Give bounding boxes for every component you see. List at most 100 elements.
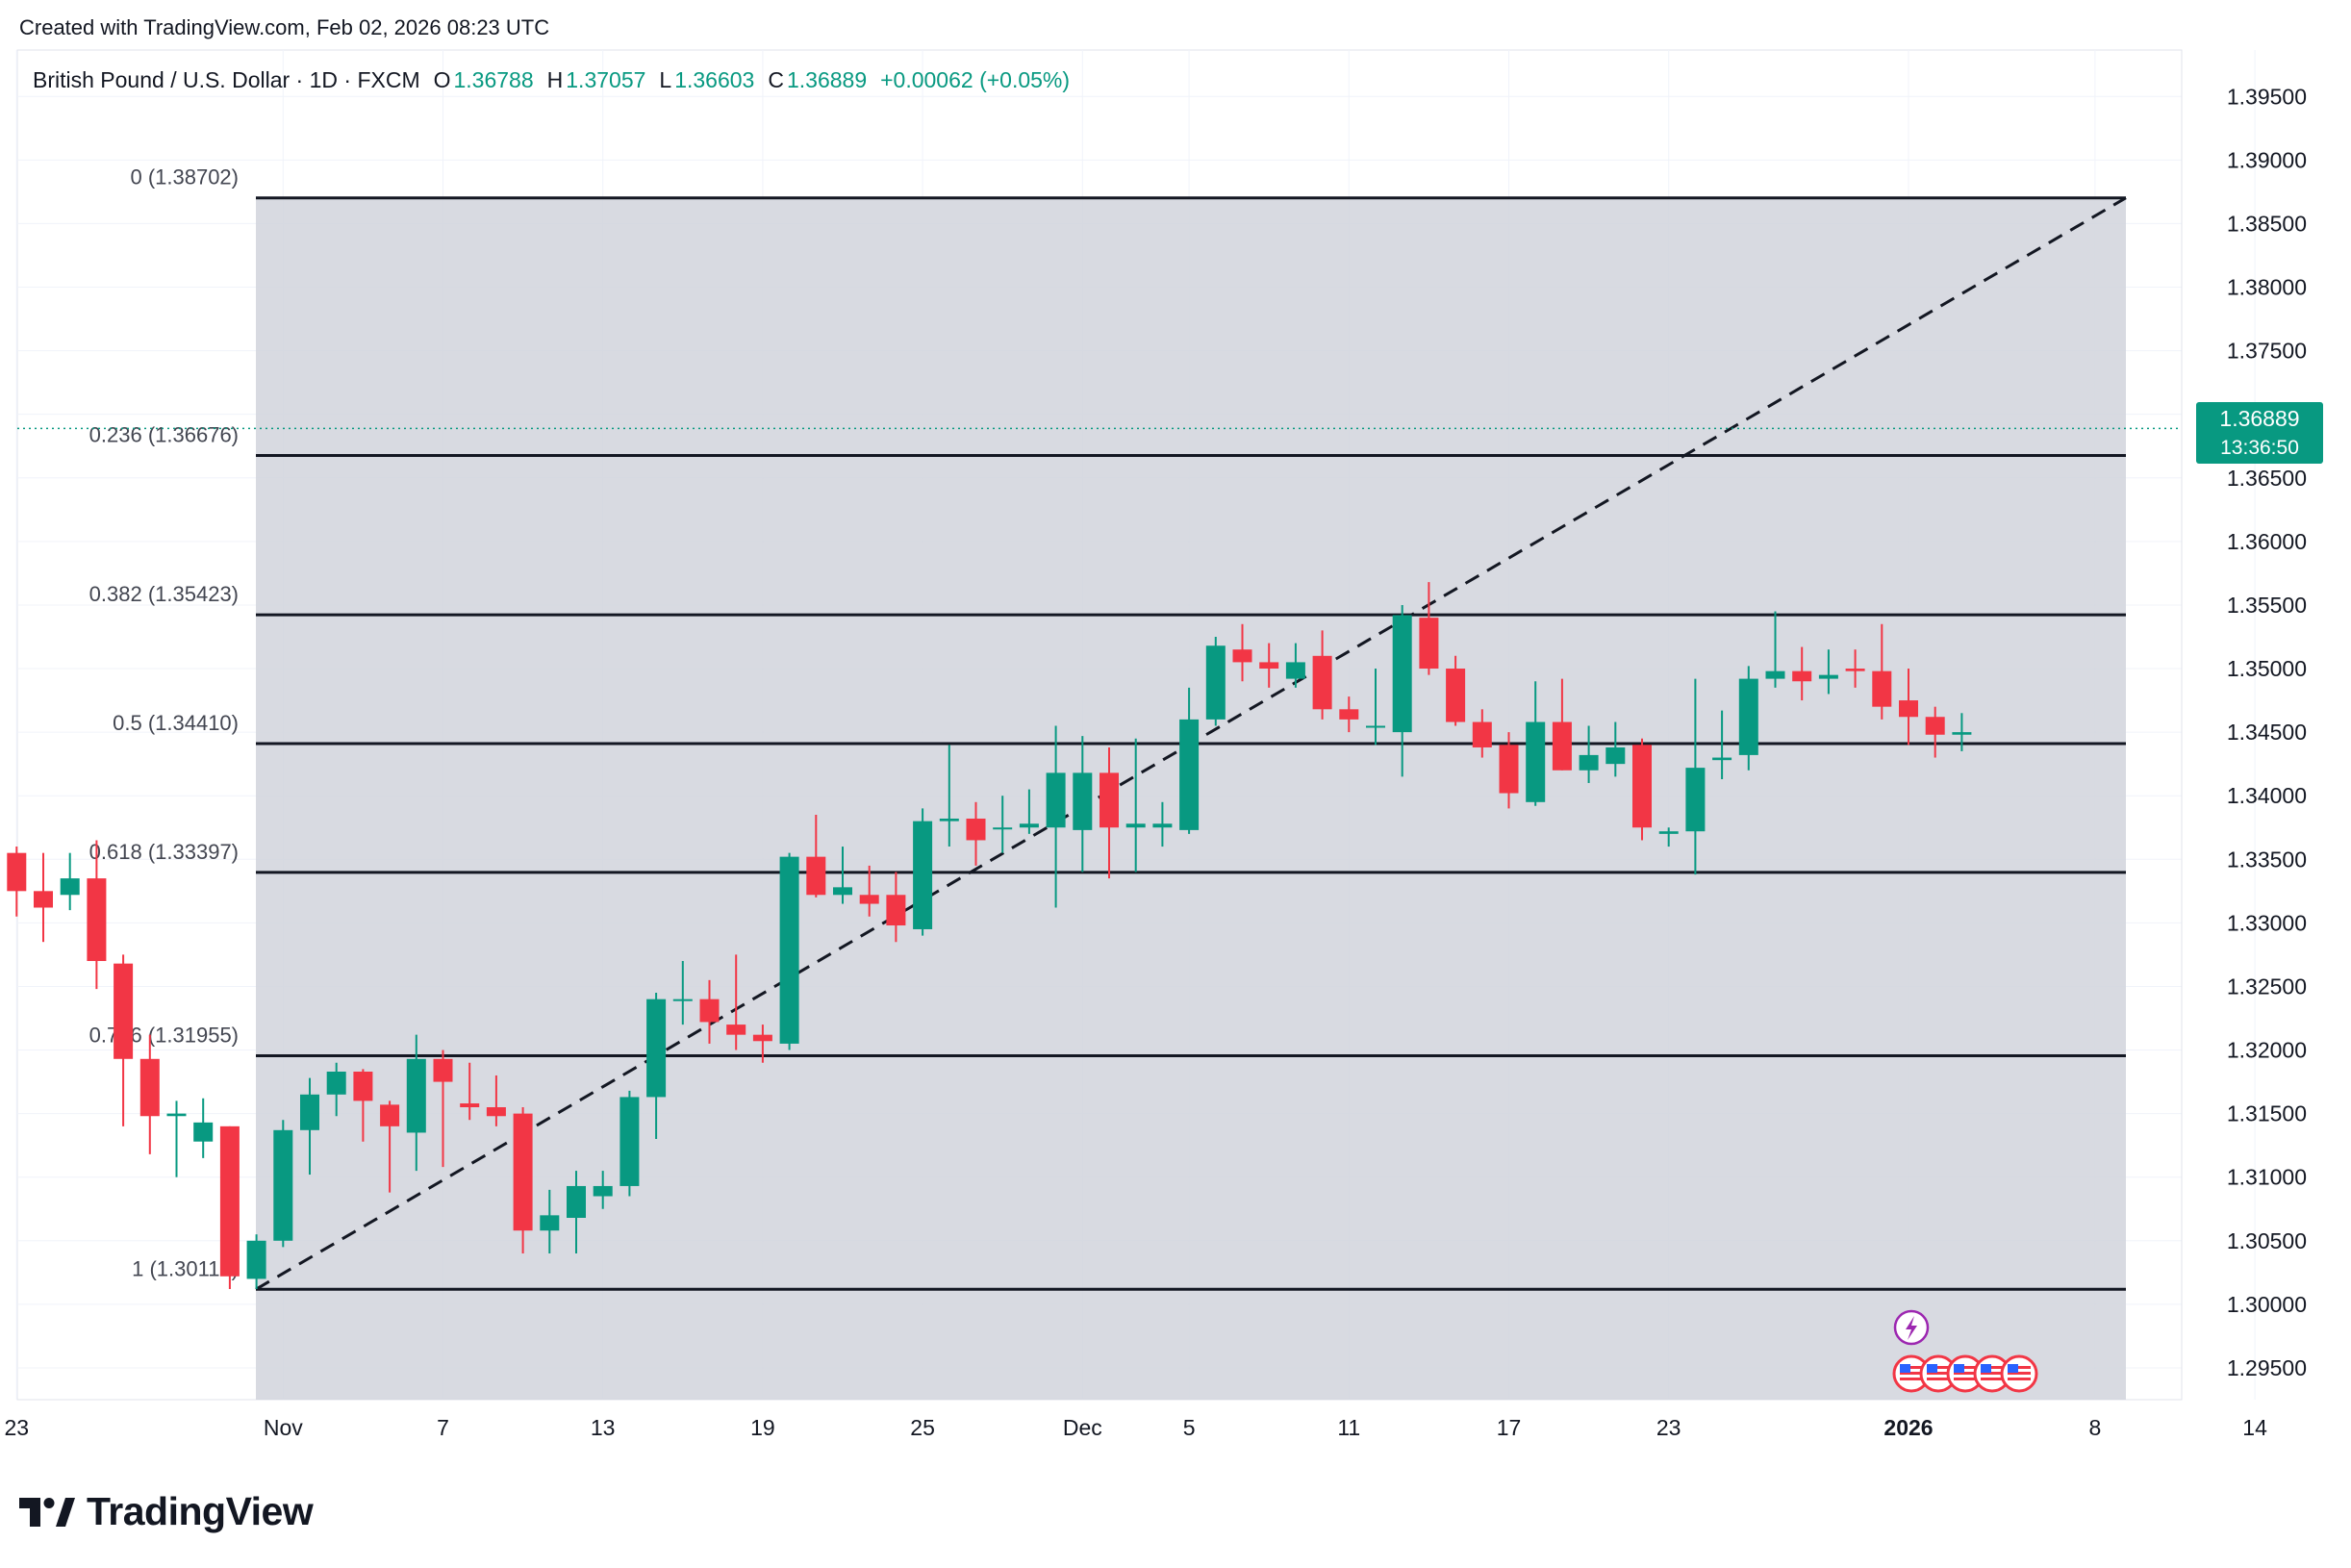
fib-level-label: 0.382 (1.35423) bbox=[89, 582, 239, 606]
price-tag-box bbox=[2196, 402, 2323, 464]
candle-body bbox=[1472, 721, 1492, 747]
candle bbox=[1073, 736, 1093, 873]
candle bbox=[1526, 681, 1546, 806]
candle bbox=[779, 852, 799, 1050]
open-label: O bbox=[433, 67, 451, 92]
price-tick-label: 1.35000 bbox=[2227, 656, 2307, 681]
time-tick-label: 14 bbox=[2242, 1415, 2267, 1440]
price-tick-label: 1.34000 bbox=[2227, 783, 2307, 808]
candle bbox=[380, 1100, 400, 1193]
candle bbox=[353, 1069, 373, 1142]
fib-level-label: 0 (1.38702) bbox=[130, 165, 239, 190]
candle-body bbox=[752, 1034, 772, 1042]
flag-stripe bbox=[1981, 1366, 2004, 1369]
time-tick-label: 5 bbox=[1183, 1415, 1196, 1440]
candle-body bbox=[1100, 772, 1119, 828]
price-tick-label: 1.30500 bbox=[2227, 1228, 2307, 1253]
candle-body bbox=[1205, 645, 1226, 720]
time-tick-label: 2026 bbox=[1883, 1415, 1933, 1440]
candle bbox=[1845, 649, 1865, 688]
candle-body bbox=[1526, 721, 1546, 802]
candle bbox=[672, 961, 693, 1025]
high-value: 1.37057 bbox=[566, 67, 646, 92]
economic-events[interactable] bbox=[1892, 1309, 2038, 1393]
fib-fill-lower bbox=[256, 1289, 2126, 1400]
candle-body bbox=[1125, 823, 1146, 828]
candle bbox=[326, 1062, 346, 1117]
high-label: H bbox=[546, 67, 564, 92]
flag-stripe bbox=[1954, 1378, 1977, 1380]
candle-body bbox=[567, 1185, 586, 1218]
candle-body bbox=[1738, 678, 1758, 755]
lightning-event-icon bbox=[1893, 1309, 1930, 1346]
candle-body bbox=[1259, 662, 1279, 670]
tradingview-logo[interactable]: TradingView bbox=[19, 1489, 314, 1534]
candle-body bbox=[34, 891, 53, 908]
uk-flag-icon bbox=[1973, 1354, 2011, 1393]
candle bbox=[1285, 643, 1305, 688]
candle-body bbox=[1073, 772, 1093, 830]
candle-body bbox=[1152, 823, 1173, 828]
us-flag-icon bbox=[2000, 1354, 2038, 1393]
price-tick-label: 1.38000 bbox=[2227, 275, 2307, 300]
candle bbox=[7, 847, 27, 917]
price-tick-label: 1.38500 bbox=[2227, 211, 2307, 236]
candle-body bbox=[1845, 669, 1865, 671]
candle bbox=[513, 1107, 533, 1254]
time-axis[interactable]: 23Nov7131925Dec511172320268142026Feb612 bbox=[5, 1415, 2351, 1440]
candle-body bbox=[1818, 674, 1838, 679]
time-tick-label: 8 bbox=[2089, 1415, 2102, 1440]
tradingview-wordmark: TradingView bbox=[87, 1489, 314, 1533]
price-tick-label: 1.36000 bbox=[2227, 529, 2307, 554]
candle-body bbox=[353, 1072, 373, 1101]
candle bbox=[1125, 738, 1146, 873]
candle-body bbox=[1925, 717, 1945, 735]
candlestick-series bbox=[7, 582, 1972, 1290]
candle-body bbox=[672, 999, 693, 1001]
candle-body bbox=[87, 878, 107, 962]
candle bbox=[1712, 710, 1732, 780]
candle bbox=[219, 1125, 240, 1290]
candle bbox=[1499, 732, 1519, 809]
flag-stripe bbox=[1954, 1372, 1977, 1375]
price-tick-label: 1.29500 bbox=[2227, 1355, 2307, 1380]
candle bbox=[114, 954, 134, 1126]
candle-body bbox=[1392, 615, 1412, 733]
flag-stripe bbox=[1927, 1366, 1950, 1369]
candle-body bbox=[1579, 754, 1599, 771]
candle bbox=[1366, 669, 1385, 746]
candle-body bbox=[7, 852, 27, 892]
flag-stripe bbox=[2008, 1372, 2031, 1375]
candle-body bbox=[1658, 831, 1679, 834]
candle bbox=[939, 745, 959, 847]
candle-body bbox=[1952, 732, 1972, 735]
candle-body bbox=[699, 999, 720, 1023]
candle-body bbox=[1899, 700, 1918, 718]
candle bbox=[1899, 669, 1918, 746]
price-tick-label: 1.39500 bbox=[2227, 84, 2307, 109]
flag-stripe bbox=[1900, 1378, 1923, 1380]
candle-body bbox=[1792, 670, 1812, 682]
price-change: +0.00062 (+0.05%) bbox=[880, 67, 1071, 92]
time-tick-label: 17 bbox=[1497, 1415, 1522, 1440]
candle bbox=[966, 801, 986, 866]
candle-body bbox=[913, 821, 933, 929]
fib-level-label: 0.786 (1.31955) bbox=[89, 1023, 239, 1047]
candle-body bbox=[513, 1113, 533, 1231]
flag-stripe bbox=[1981, 1378, 2004, 1380]
candle-body bbox=[1285, 662, 1305, 679]
candle-body bbox=[1179, 719, 1200, 830]
candle bbox=[833, 847, 852, 904]
candle-body bbox=[779, 856, 799, 1044]
flag-stripe bbox=[1900, 1372, 1923, 1375]
candle bbox=[1312, 630, 1332, 720]
symbol-legend: British Pound / U.S. Dollar · 1D · FXCM … bbox=[33, 67, 1070, 93]
price-axis[interactable]: 1.29500 1.30000 1.30500 1.31000 1.31500 1.320… bbox=[2181, 50, 2307, 1400]
candle-body bbox=[193, 1122, 214, 1142]
candle bbox=[1472, 709, 1492, 758]
candle bbox=[34, 852, 53, 943]
tradingview-logo-icon bbox=[19, 1497, 75, 1527]
flag-canton bbox=[1900, 1364, 1910, 1373]
candle-body bbox=[540, 1215, 560, 1231]
